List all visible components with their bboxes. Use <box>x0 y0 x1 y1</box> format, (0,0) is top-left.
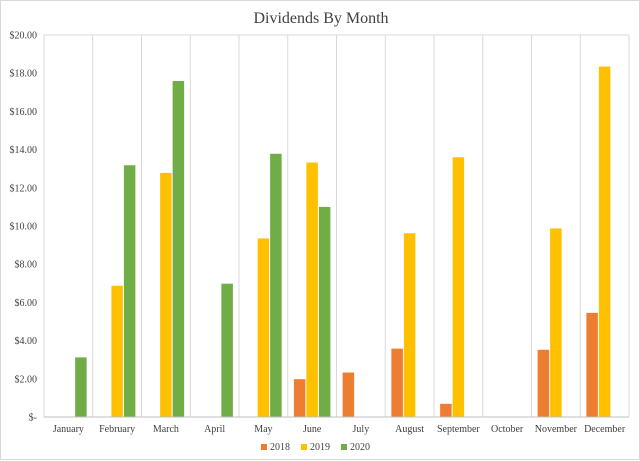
bar-2020-june <box>318 206 331 417</box>
x-tick-label: May <box>254 424 272 435</box>
bar-2019-june <box>306 162 318 417</box>
bar-2019-may <box>257 238 270 417</box>
bar-2019-march <box>160 172 172 417</box>
bar-2018-july <box>342 372 355 417</box>
legend: 2018 2019 2020 <box>261 442 370 453</box>
bar-2018-september <box>440 403 452 417</box>
bar-2018-november <box>537 349 550 417</box>
legend-label: 2020 <box>350 442 370 453</box>
bar-2019-november <box>550 228 562 417</box>
x-tick-label: February <box>99 424 135 435</box>
y-tick-label: $2.00 <box>15 374 38 385</box>
bar-2020-may <box>270 153 282 418</box>
bar-2019-september <box>452 157 465 418</box>
x-tick-label: September <box>437 424 480 435</box>
bar-2018-december <box>586 312 598 417</box>
x-tick-label: June <box>303 424 322 435</box>
x-tick-label: March <box>153 424 179 435</box>
bar-2020-january <box>75 357 87 417</box>
y-tick-label: $14.00 <box>10 145 38 156</box>
legend-label: 2019 <box>310 442 330 453</box>
legend-swatch <box>261 444 267 450</box>
y-tick-label: $10.00 <box>10 222 38 233</box>
bar-2019-february <box>111 285 123 417</box>
gridlines <box>43 34 630 417</box>
y-tick-label: $18.00 <box>10 69 38 80</box>
x-tick-label: July <box>353 424 370 435</box>
chart-title: Dividends By Month <box>253 10 388 27</box>
y-tick-label: $20.00 <box>10 31 38 42</box>
y-tick-label: $8.00 <box>15 260 38 271</box>
x-tick-label: December <box>584 424 626 435</box>
legend-label: 2018 <box>270 442 290 453</box>
y-axis-ticks: $- $2.00 $4.00 $6.00 $8.00 $10.00 $12.00 $14.00… <box>10 31 38 424</box>
y-tick-label: $16.00 <box>10 107 38 118</box>
y-tick-label: $- <box>29 413 37 424</box>
bars <box>75 66 611 418</box>
bar-2019-august <box>403 233 416 417</box>
bar-2020-april <box>221 283 233 417</box>
x-tick-label: January <box>53 424 84 435</box>
bar-2020-march <box>172 81 185 417</box>
bar-2020-february <box>123 165 136 417</box>
x-tick-label: August <box>395 424 424 435</box>
x-tick-label: November <box>535 424 578 435</box>
bar-2019-december <box>598 66 611 417</box>
legend-swatch <box>301 444 307 450</box>
bar-2018-june <box>293 379 306 417</box>
y-tick-label: $4.00 <box>15 336 38 347</box>
y-tick-label: $6.00 <box>15 298 38 309</box>
bar-2018-august <box>391 348 403 417</box>
x-tick-label: October <box>491 424 524 435</box>
legend-swatch <box>341 444 347 450</box>
y-tick-label: $12.00 <box>10 183 38 194</box>
x-axis-ticks: January February March April May June July Augu… <box>53 424 626 435</box>
x-tick-label: April <box>204 424 225 435</box>
